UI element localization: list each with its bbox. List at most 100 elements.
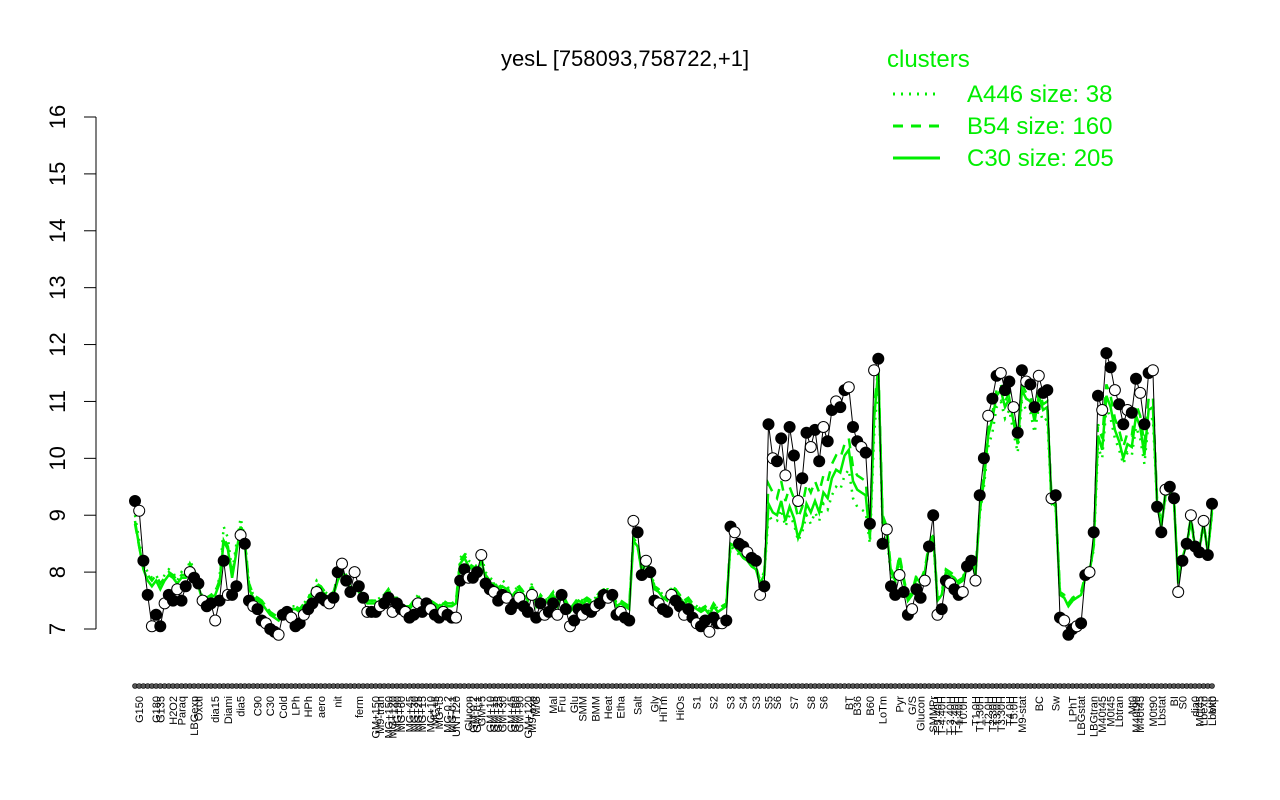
data-point xyxy=(965,554,978,567)
data-point xyxy=(213,594,226,607)
data-point xyxy=(547,597,560,610)
data-point xyxy=(1096,404,1109,416)
x-tick-label: HiTm xyxy=(658,696,670,722)
x-tick-label: M9-exp xyxy=(527,696,539,733)
x-tick-label: Glucon xyxy=(464,696,476,731)
data-point xyxy=(1168,492,1180,505)
data-point xyxy=(348,566,361,579)
data-point xyxy=(1075,617,1088,630)
data-points xyxy=(129,347,1218,641)
data-point xyxy=(327,591,340,604)
data-point xyxy=(640,554,652,567)
x-tick-label: MG+25 xyxy=(413,696,425,732)
x-tick-label: B60 xyxy=(865,696,877,716)
x-tick-label: S3 xyxy=(726,696,738,709)
data-point xyxy=(1201,549,1214,561)
data-point xyxy=(1163,480,1176,493)
x-tick-label: Lbexp xyxy=(1207,696,1219,726)
data-point xyxy=(821,435,834,448)
x-tick-label: T3.30H xyxy=(996,696,1008,732)
x-tick-label: T-3.40H xyxy=(945,696,957,735)
x-tick-label: LBGtran xyxy=(1089,696,1101,737)
x-tick-label: Oxctl xyxy=(193,696,205,721)
x-tick-label: GM-0.2 xyxy=(468,696,480,733)
x-tick-label: Gly xyxy=(650,696,662,713)
x-tick-label: M0t90 xyxy=(1148,696,1160,727)
data-point xyxy=(817,421,830,433)
x-tick-label: S6 xyxy=(818,696,830,709)
data-point xyxy=(1104,361,1117,374)
data-point xyxy=(775,432,788,445)
data-point xyxy=(1092,389,1104,402)
data-point xyxy=(792,495,805,507)
x-tick-label: B36 xyxy=(852,696,864,716)
data-point xyxy=(568,614,581,627)
data-point xyxy=(631,526,644,539)
x-tick xyxy=(1209,683,1215,689)
data-point xyxy=(703,625,716,638)
legend-title: clusters xyxy=(887,46,970,73)
x-tick-label: BI xyxy=(1169,696,1181,706)
x-tick-label: BT xyxy=(844,696,856,710)
data-point xyxy=(876,537,889,550)
x-tick-label: ferm xyxy=(354,696,366,718)
x-tick-label: MG+120 xyxy=(388,696,400,739)
data-point xyxy=(1049,489,1062,502)
x-tick-label: T1.30H xyxy=(975,696,987,732)
x-tick-label: Sw xyxy=(1051,696,1063,711)
x-tick-label: T4.0H xyxy=(1004,696,1016,726)
data-point xyxy=(137,554,150,567)
x-tick-label: GM+5 xyxy=(476,696,488,726)
y-tick-label: 10 xyxy=(45,446,70,470)
data-point xyxy=(1117,418,1130,431)
data-point xyxy=(217,554,230,567)
x-tick-label: MG+30 xyxy=(409,696,421,732)
data-point xyxy=(720,614,733,627)
data-point xyxy=(859,446,872,459)
x-tick-label: T2.0H xyxy=(983,696,995,726)
x-tick-label: LoTm xyxy=(878,696,890,724)
x-tick-label: nit xyxy=(333,696,345,708)
y-tick-label: 12 xyxy=(45,332,70,356)
data-point xyxy=(1032,369,1045,382)
x-tick-label: MG+60 xyxy=(396,696,408,732)
x-tick-label: Pyr xyxy=(895,696,907,713)
x-tick-label: T3.0H xyxy=(992,696,1004,726)
x-tick-label: Paraq xyxy=(177,696,189,725)
x-tick-label: Cold xyxy=(278,696,290,719)
x-tick-label: Diami xyxy=(223,696,235,724)
data-point xyxy=(450,611,462,624)
x-tick-label: MG+45 xyxy=(405,696,417,732)
x-tick-label: aero xyxy=(316,696,328,718)
data-point xyxy=(771,455,783,468)
x-tick-label: M0t45 xyxy=(1194,696,1206,727)
y-tick-label: 15 xyxy=(45,162,70,186)
x-tick-label: G180 xyxy=(151,696,163,723)
data-point xyxy=(306,597,319,610)
data-point xyxy=(834,401,847,414)
x-tick-label: MG+5 xyxy=(430,696,442,726)
x-tick-label: G135 xyxy=(155,696,167,723)
x-tick-label: S2 xyxy=(709,696,721,709)
data-point xyxy=(1197,514,1210,527)
x-tick-label: GM+10 xyxy=(485,696,497,732)
data-point xyxy=(644,566,657,579)
data-point xyxy=(352,580,365,593)
x-tick-label: M/G xyxy=(531,696,543,717)
x-tick-label: S3 xyxy=(751,696,763,709)
x-tick-label: Etha xyxy=(616,695,628,719)
data-point xyxy=(1130,372,1142,385)
data-point xyxy=(1024,378,1037,391)
data-point xyxy=(918,574,931,587)
x-tick-label: T-2.40H xyxy=(949,696,961,735)
x-tick-label: MG+150 xyxy=(383,696,395,739)
data-point xyxy=(272,628,285,641)
data-point xyxy=(758,580,771,593)
data-point xyxy=(336,557,348,570)
data-point xyxy=(344,586,357,598)
x-tick-label: Fru xyxy=(557,696,569,713)
x-tick-label: GM+60 xyxy=(510,696,522,732)
data-point xyxy=(340,574,353,587)
x-tick-label: M9-stat xyxy=(1017,696,1029,733)
